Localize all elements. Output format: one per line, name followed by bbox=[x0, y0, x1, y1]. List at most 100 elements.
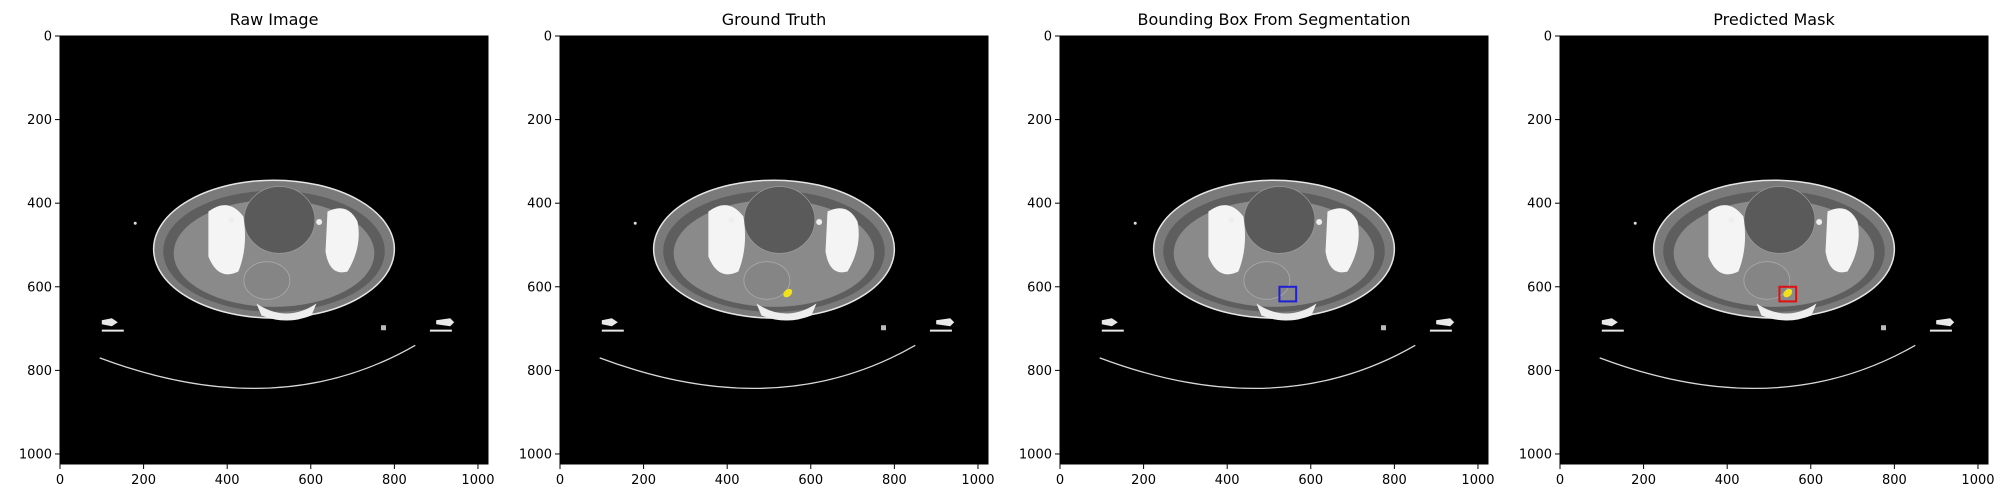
x-tick-label: 0 bbox=[556, 473, 564, 488]
x-tick-label: 400 bbox=[1215, 473, 1240, 488]
bone-fragment bbox=[1228, 216, 1235, 223]
left-hip-bone bbox=[208, 205, 246, 275]
y-tick-label: 0 bbox=[1544, 30, 1552, 45]
x-tick-label: 400 bbox=[1715, 473, 1740, 488]
rectum bbox=[243, 261, 291, 300]
couch-fixture-left bbox=[1601, 318, 1618, 327]
bladder bbox=[1243, 186, 1316, 254]
skin-marker bbox=[633, 221, 637, 225]
predicted-bounding-box bbox=[1778, 285, 1798, 303]
skin-marker bbox=[1633, 221, 1637, 225]
x-tick-label: 800 bbox=[382, 473, 407, 488]
panel-title: Raw Image bbox=[229, 10, 319, 29]
x-tick-label: 400 bbox=[215, 473, 240, 488]
y-tick-label: 1000 bbox=[519, 447, 552, 462]
skin-marker bbox=[133, 221, 137, 225]
bone-fragment bbox=[1728, 216, 1735, 223]
x-tick-label: 600 bbox=[298, 473, 323, 488]
y-tick-label: 200 bbox=[1527, 113, 1552, 128]
axes-frame bbox=[1559, 35, 1989, 465]
y-tick-label: 400 bbox=[527, 197, 552, 212]
y-tick-label: 0 bbox=[1044, 30, 1052, 45]
y-tick-label: 200 bbox=[27, 113, 52, 128]
y-tick-label: 0 bbox=[544, 30, 552, 45]
bone-fragment bbox=[816, 218, 823, 225]
sacrum bbox=[256, 303, 317, 321]
x-tick-label: 800 bbox=[1882, 473, 1907, 488]
left-hip-bone bbox=[708, 205, 746, 275]
bladder bbox=[1743, 186, 1816, 254]
bladder bbox=[243, 186, 316, 254]
marker-dot bbox=[881, 325, 886, 331]
left-hip-bone bbox=[1708, 205, 1746, 275]
axes-frame bbox=[1059, 35, 1489, 465]
y-tick-label: 400 bbox=[1527, 197, 1552, 212]
bone-fragment bbox=[728, 216, 735, 223]
y-tick-label: 400 bbox=[27, 197, 52, 212]
marker-dot bbox=[1881, 325, 1886, 331]
panel-title: Bounding Box From Segmentation bbox=[1137, 10, 1411, 29]
x-tick-label: 1000 bbox=[961, 473, 994, 488]
y-tick-label: 0 bbox=[44, 30, 52, 45]
rectum bbox=[1243, 261, 1291, 300]
x-tick-label: 0 bbox=[1056, 473, 1064, 488]
y-tick-label: 800 bbox=[527, 364, 552, 379]
x-tick-label: 1000 bbox=[1461, 473, 1494, 488]
panel-bbox: Bounding Box From Segmentation 0 200 400 600… bbox=[1000, 0, 1495, 500]
couch-fixture-right bbox=[436, 318, 455, 327]
right-hip-bone bbox=[325, 208, 359, 273]
ct-image bbox=[1060, 36, 1488, 464]
y-tick-label: 200 bbox=[527, 113, 552, 128]
couch-fixture-left bbox=[101, 318, 118, 327]
panel-gt: Ground Truth 0 200 400 600 800 1000 0 200 400 600 8… bbox=[500, 0, 995, 500]
y-tick-label: 1000 bbox=[1019, 447, 1052, 462]
scanner-couch-arc bbox=[1599, 344, 1916, 390]
x-tick-label: 400 bbox=[715, 473, 740, 488]
marker-dot bbox=[381, 325, 386, 331]
panel-raw: Raw Image 0 200 400 600 800 1000 0 200 400 600 800 1… bbox=[0, 0, 495, 500]
y-tick-label: 600 bbox=[527, 280, 552, 295]
y-tick-label: 400 bbox=[1027, 197, 1052, 212]
right-hip-bone bbox=[1825, 208, 1859, 273]
couch-fixture-right bbox=[1436, 318, 1455, 327]
ground-truth-mask bbox=[783, 288, 793, 298]
marker-dot bbox=[1381, 325, 1386, 331]
x-tick-label: 600 bbox=[1798, 473, 1823, 488]
x-tick-label: 1000 bbox=[1961, 473, 1994, 488]
y-tick-label: 800 bbox=[27, 364, 52, 379]
couch-fixture-left bbox=[1101, 318, 1118, 327]
scanner-couch-arc bbox=[99, 344, 416, 390]
y-tick-label: 800 bbox=[1027, 364, 1052, 379]
left-hip-bone bbox=[1208, 205, 1246, 275]
x-tick-label: 200 bbox=[1131, 473, 1156, 488]
y-tick-label: 600 bbox=[27, 280, 52, 295]
y-tick-label: 600 bbox=[1527, 280, 1552, 295]
couch-fixture-right bbox=[936, 318, 955, 327]
ct-image-plot: 0 200 400 600 800 1000 0 200 400 600 800 1000 bbox=[19, 30, 495, 489]
panel-title: Predicted Mask bbox=[1713, 10, 1835, 29]
right-hip-bone bbox=[1325, 208, 1359, 273]
x-tick-label: 0 bbox=[1556, 473, 1564, 488]
right-hip-bone bbox=[825, 208, 859, 273]
scanner-couch-arc bbox=[1099, 344, 1416, 390]
sacrum bbox=[756, 303, 817, 321]
sacrum bbox=[1756, 303, 1817, 321]
x-tick-label: 600 bbox=[798, 473, 823, 488]
x-tick-label: 800 bbox=[1382, 473, 1407, 488]
y-tick-label: 200 bbox=[1027, 113, 1052, 128]
segmentation-bounding-box bbox=[1278, 285, 1298, 303]
x-tick-label: 800 bbox=[882, 473, 907, 488]
axes-frame bbox=[559, 35, 989, 465]
predicted-mask bbox=[1783, 288, 1793, 298]
x-tick-label: 200 bbox=[131, 473, 156, 488]
ct-image-plot: 0 200 400 600 800 1000 0 200 400 600 800 1000 bbox=[519, 30, 995, 489]
x-tick-label: 600 bbox=[1298, 473, 1323, 488]
ct-image bbox=[1560, 36, 1988, 464]
ct-image bbox=[560, 36, 988, 464]
rectum bbox=[1743, 261, 1791, 300]
x-tick-label: 1000 bbox=[461, 473, 494, 488]
bladder bbox=[743, 186, 816, 254]
bone-fragment bbox=[1816, 218, 1823, 225]
bone-fragment bbox=[228, 216, 235, 223]
